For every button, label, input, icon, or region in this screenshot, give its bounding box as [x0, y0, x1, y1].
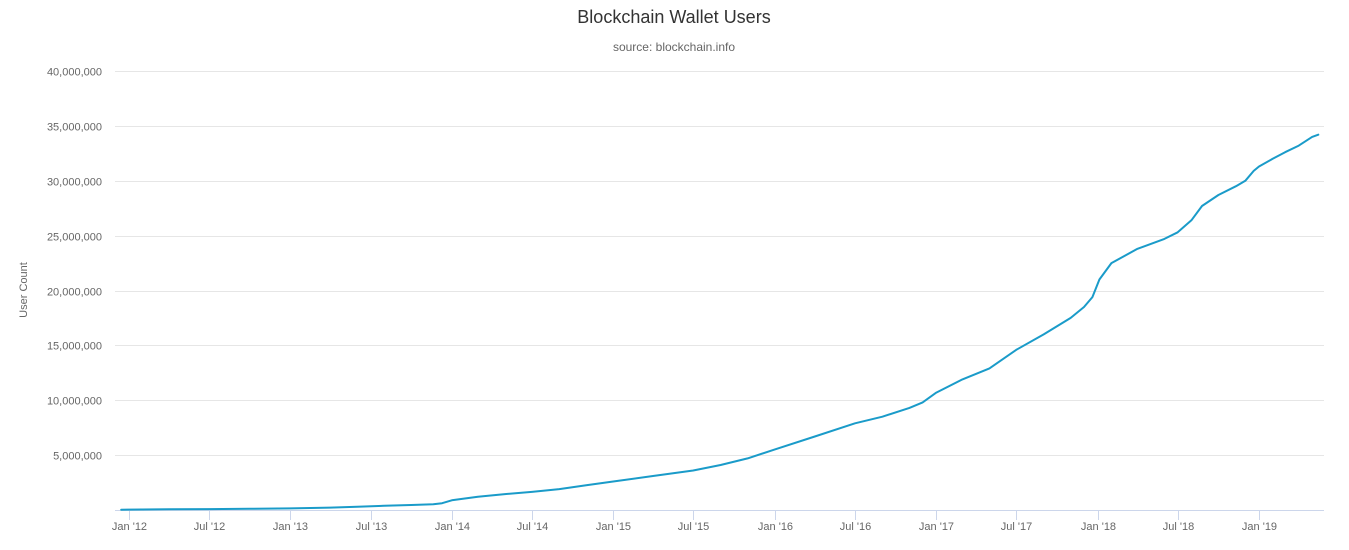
- x-tick-label: Jul '15: [678, 521, 709, 533]
- x-tick-label: Jul '14: [517, 521, 548, 533]
- x-tick-label: Jan '18: [1081, 521, 1116, 533]
- chart-title: Blockchain Wallet Users: [577, 7, 770, 27]
- y-axis-title: User Count: [18, 262, 30, 318]
- x-axis: Jan '12 Jul '12 Jan '13 Jul '13 Jan '14 Jul '…: [112, 510, 1324, 533]
- x-tick-label: Jan '13: [273, 521, 308, 533]
- x-tick-label: Jul '12: [194, 521, 225, 533]
- x-tick-label: Jan '19: [1242, 521, 1277, 533]
- x-tick-label: Jul '16: [840, 521, 871, 533]
- x-tick-label: Jul '13: [356, 521, 387, 533]
- y-tick-label: 10,000,000: [47, 396, 102, 408]
- x-tick-label: Jan '15: [596, 521, 631, 533]
- x-tick-label: Jul '18: [1163, 521, 1194, 533]
- chart-subtitle: source: blockchain.info: [613, 40, 735, 54]
- series-line-user-count[interactable]: [120, 133, 1320, 511]
- x-tick-label: Jan '16: [758, 521, 793, 533]
- x-tick-label: Jan '17: [919, 521, 954, 533]
- y-tick-label: 20,000,000: [47, 287, 102, 299]
- y-tick-label: 40,000,000: [47, 67, 102, 79]
- x-tick-label: Jan '14: [435, 521, 470, 533]
- y-tick-label: 5,000,000: [53, 451, 102, 463]
- x-tick-label: Jul '17: [1001, 521, 1032, 533]
- y-tick-label: 30,000,000: [47, 177, 102, 189]
- y-tick-label: 25,000,000: [47, 232, 102, 244]
- y-tick-label: 35,000,000: [47, 122, 102, 134]
- series-layer: [120, 133, 1320, 511]
- grid-lines: [115, 71, 1324, 456]
- y-axis-ticks: 5,000,000 10,000,000 15,000,000 20,000,000 2…: [47, 67, 102, 463]
- x-tick-label: Jan '12: [112, 521, 147, 533]
- y-tick-label: 15,000,000: [47, 341, 102, 353]
